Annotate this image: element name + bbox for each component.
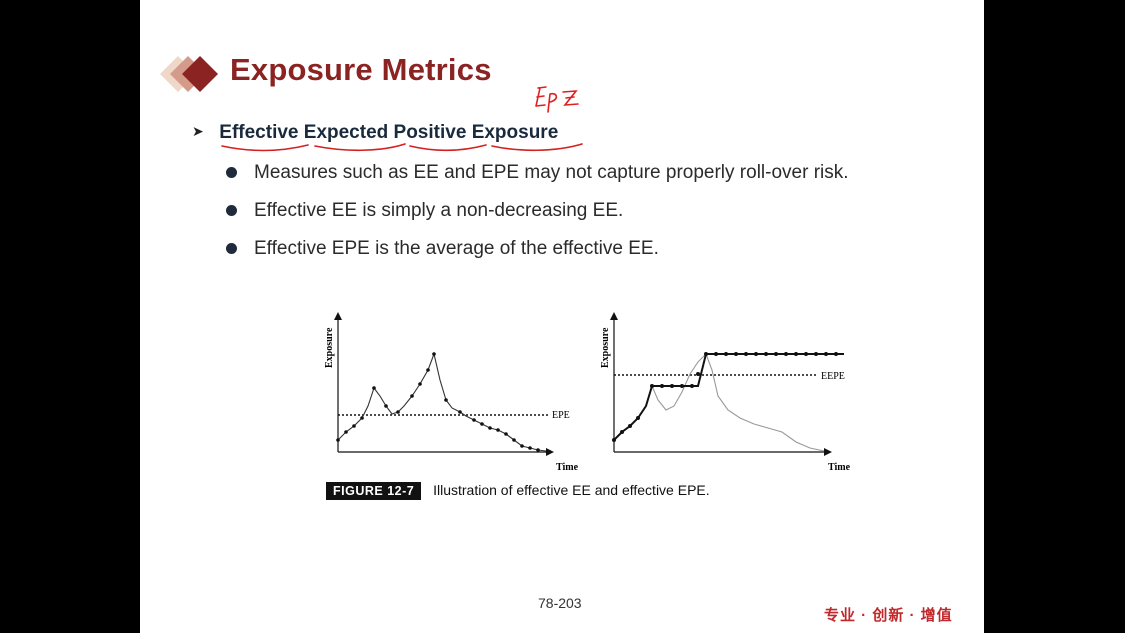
subheading-word: Positive: [393, 122, 467, 143]
bullet-item: Effective EPE is the average of the effe…: [224, 236, 849, 261]
subheading-word: Expected: [303, 122, 389, 143]
slide-title: Exposure Metrics: [230, 52, 492, 87]
bullet-text: Effective EE is simply a non-decreasing …: [254, 200, 624, 221]
right-panel: Exposure Time EEPE: [600, 312, 851, 473]
diamond-logo-icon: [160, 56, 218, 92]
slide: Exposure Metrics ➤ Effective Expected Po…: [140, 0, 984, 633]
page-number: 78-203: [538, 595, 582, 611]
bullet-text: Effective EPE is the average of the effe…: [254, 238, 659, 259]
figure-illustration: Exposure Time EPE Exposure Time EEPE: [324, 312, 851, 473]
handwritten-epe-annotation: [535, 86, 579, 113]
bullet-text: Measures such as EE and EPE may not capt…: [254, 162, 849, 183]
bullet-list: Measures such as EE and EPE may not capt…: [224, 160, 849, 274]
bullet-dot-icon: [226, 167, 237, 178]
slogan: 专业 · 创新 · 增值: [824, 607, 953, 624]
left-xlabel: Time: [556, 462, 579, 473]
subheading: ➤ Effective Expected Positive Exposure: [192, 122, 558, 144]
left-ylabel: Exposure: [324, 327, 335, 368]
bullet-item: Measures such as EE and EPE may not capt…: [224, 160, 849, 185]
figure-tag: FIGURE 12-7: [326, 482, 422, 500]
subheading-word: Exposure: [471, 122, 559, 143]
right-ylabel: Exposure: [600, 327, 611, 368]
figure-caption: FIGURE 12-7 Illustration of effective EE…: [326, 482, 710, 500]
left-panel: Exposure Time EPE: [324, 312, 579, 473]
bullet-item: Effective EE is simply a non-decreasing …: [224, 198, 849, 223]
bullet-dot-icon: [226, 205, 237, 216]
right-xlabel: Time: [828, 462, 851, 473]
subheading-word: Effective: [219, 122, 299, 143]
handwritten-underline: [221, 143, 583, 152]
arrow-bullet-icon: ➤: [192, 123, 204, 139]
right-line-label: EEPE: [821, 371, 845, 382]
left-line-label: EPE: [552, 410, 570, 421]
bullet-dot-icon: [226, 243, 237, 254]
figure-caption-text: Illustration of effective EE and effecti…: [433, 482, 710, 498]
